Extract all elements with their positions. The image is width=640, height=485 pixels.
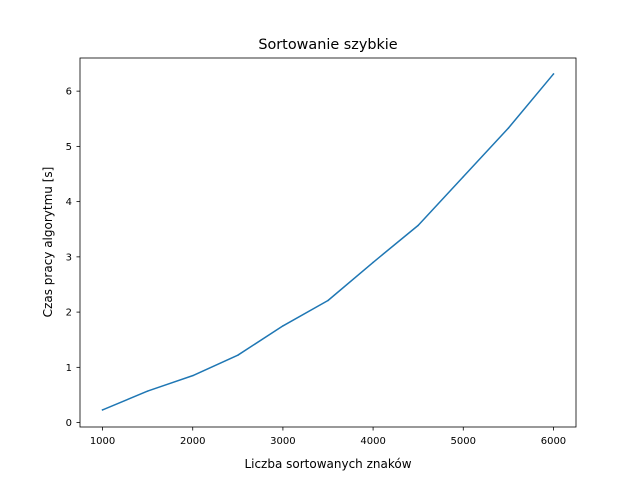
x-tick-label: 3000 (270, 436, 295, 447)
data-point (101, 409, 104, 411)
chart-title: Sortowanie szybkie (258, 37, 397, 53)
data-point (327, 299, 329, 302)
x-tick-label: 4000 (360, 436, 385, 447)
x-tick-label: 6000 (541, 436, 566, 447)
y-axis-ticks: 0 1 2 3 4 5 6 (66, 87, 80, 429)
data-point (146, 390, 149, 392)
data-point (417, 224, 419, 227)
y-axis-title: Czas pracy algorytmu [s] (41, 167, 55, 318)
y-tick-label: 5 (66, 142, 72, 153)
plot-area (79, 57, 577, 428)
x-tick-label: 1000 (90, 436, 115, 447)
data-point (191, 374, 194, 377)
data-point (552, 73, 555, 75)
x-tick-label: 5000 (451, 436, 476, 447)
x-axis-ticks: 1000 2000 3000 4000 5000 6000 (90, 427, 566, 447)
data-point (372, 261, 374, 264)
data-point (237, 354, 239, 356)
y-tick-label: 3 (66, 252, 72, 263)
y-tick-label: 6 (66, 87, 72, 98)
x-tick-label: 2000 (180, 436, 205, 447)
plot-frame (79, 57, 577, 428)
y-tick-label: 2 (66, 308, 72, 319)
data-point (282, 325, 284, 327)
data-point (462, 176, 465, 178)
data-point (507, 127, 510, 129)
x-axis-title: Liczba sortowanych znaków (244, 457, 411, 471)
y-tick-label: 0 (66, 418, 72, 429)
y-tick-label: 4 (66, 197, 72, 208)
y-tick-label: 1 (66, 363, 72, 374)
